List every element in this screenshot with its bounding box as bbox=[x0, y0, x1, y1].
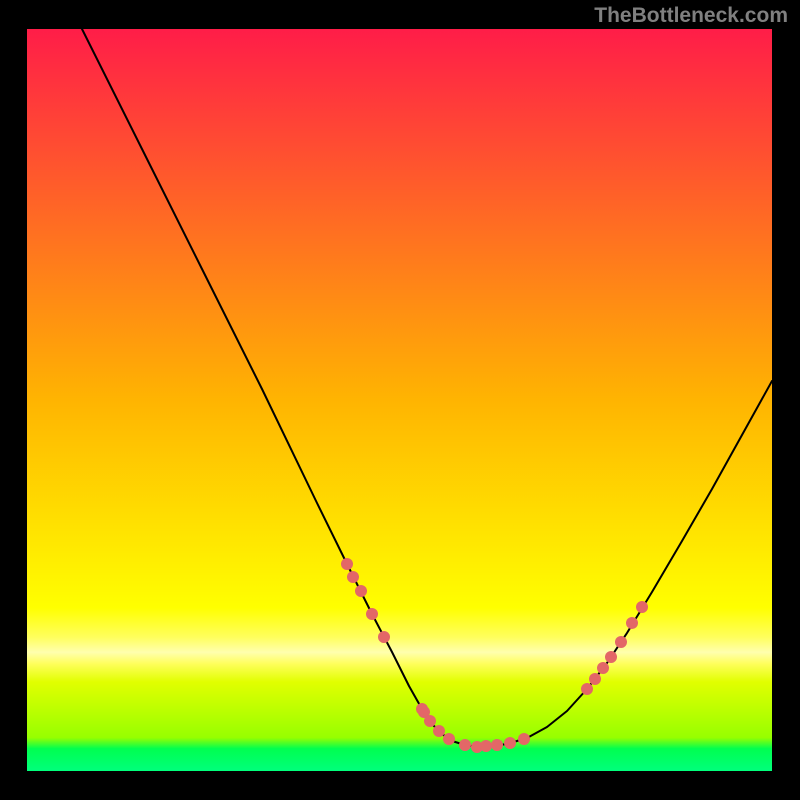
data-marker bbox=[459, 739, 471, 751]
data-marker bbox=[347, 571, 359, 583]
data-marker bbox=[433, 725, 445, 737]
data-marker bbox=[518, 733, 530, 745]
data-marker bbox=[605, 651, 617, 663]
data-marker bbox=[504, 737, 516, 749]
data-marker bbox=[424, 715, 436, 727]
data-marker bbox=[615, 636, 627, 648]
data-marker bbox=[491, 739, 503, 751]
watermark: TheBottleneck.com bbox=[594, 4, 788, 28]
data-marker bbox=[341, 558, 353, 570]
data-marker bbox=[378, 631, 390, 643]
data-marker bbox=[581, 683, 593, 695]
data-marker bbox=[416, 703, 428, 715]
bottleneck-chart bbox=[27, 29, 772, 771]
data-marker bbox=[355, 585, 367, 597]
data-marker bbox=[480, 740, 492, 752]
data-marker bbox=[589, 673, 601, 685]
data-marker bbox=[626, 617, 638, 629]
data-marker bbox=[597, 662, 609, 674]
data-marker bbox=[366, 608, 378, 620]
data-marker bbox=[443, 733, 455, 745]
data-marker bbox=[636, 601, 648, 613]
